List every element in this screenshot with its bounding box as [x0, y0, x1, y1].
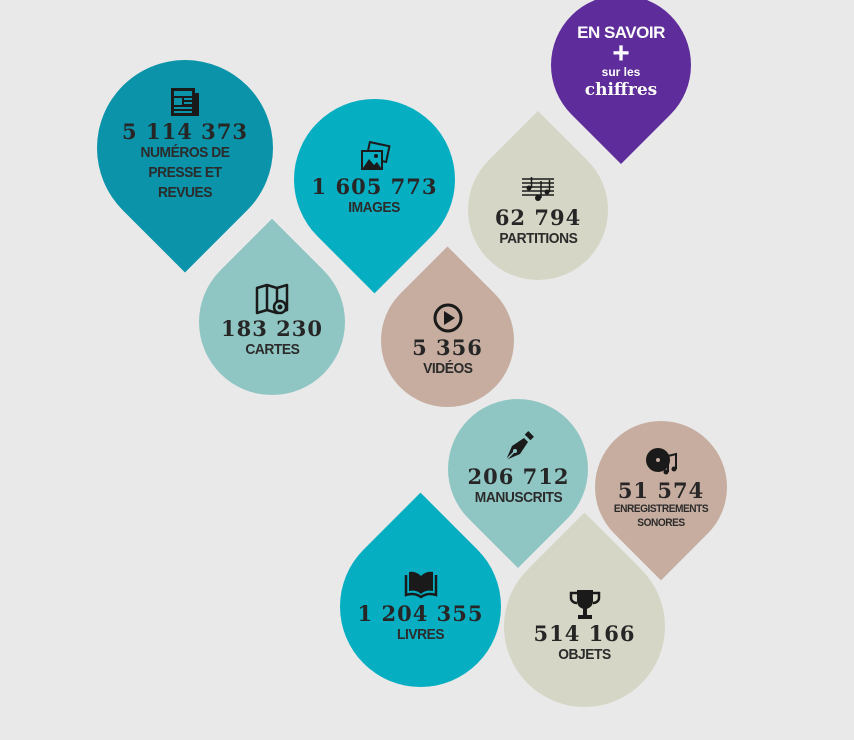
stat-sonores-label: ENREGISTREMENTS SONORES — [613, 502, 709, 530]
plus-icon: + — [612, 37, 630, 70]
stat-cartes-value: 183 230 — [221, 315, 323, 341]
stat-livres-label: LIVRES — [396, 626, 445, 644]
book-icon — [404, 572, 437, 599]
stat-manuscrits[interactable]: 206 712 MANUSCRITS — [419, 370, 617, 568]
trophy-icon — [569, 590, 600, 620]
more-figures-line3: chiffres — [584, 80, 658, 100]
stat-sonores-value: 51 574 — [617, 477, 705, 503]
stat-partitions-value: 62 794 — [494, 205, 582, 231]
newspaper-icon — [171, 87, 199, 116]
stat-images[interactable]: 1 605 773 IMAGES — [260, 65, 489, 294]
stat-partitions-label: PARTITIONS — [499, 230, 577, 248]
stat-partitions[interactable]: 62 794 PARTITIONS — [439, 110, 637, 309]
more-figures-line1: EN SAVOIR — [577, 23, 665, 42]
stat-images-value: 1 605 773 — [311, 173, 438, 199]
stat-cartes[interactable]: 183 230 CARTES — [168, 218, 376, 426]
stat-videos-label: VIDÉOS — [422, 359, 473, 377]
stat-objets-label: OBJETS — [558, 646, 611, 664]
stat-videos-value: 5 356 — [412, 334, 483, 360]
more-figures-link[interactable]: EN SAVOIR + sur les chiffres — [522, 0, 720, 170]
stat-objets[interactable]: 514 166 OBJETS — [470, 512, 699, 740]
stat-livres[interactable]: 1 204 355 LIVRES — [306, 492, 535, 721]
stat-manuscrits-label: MANUSCRITS — [474, 488, 563, 506]
stat-manuscrits-value: 206 712 — [467, 463, 570, 489]
stat-livres-value: 1 204 355 — [357, 601, 484, 627]
stat-videos[interactable]: 5 356 VIDÉOS — [353, 244, 542, 435]
pen-nib-icon — [504, 430, 534, 461]
images-icon — [360, 140, 391, 170]
record-icon — [646, 447, 677, 475]
play-icon — [433, 303, 462, 333]
stat-presse-value: 5 114 373 — [122, 118, 248, 144]
music-score-icon — [522, 177, 554, 202]
map-icon — [255, 283, 289, 315]
stat-images-label: IMAGES — [348, 198, 401, 216]
more-figures-line2: sur les — [601, 65, 641, 79]
stat-sonores[interactable]: 51 574 ENREGISTREMENTS SONORES — [567, 393, 755, 581]
stat-cartes-label: CARTES — [245, 340, 299, 358]
stat-presse-label: NUMÉROS DE PRESSE ET REVUES — [140, 143, 230, 202]
stat-presse[interactable]: 5 114 373 NUMÉROS DE PRESSE ET REVUES — [60, 23, 310, 273]
stat-objets-value: 514 166 — [533, 621, 636, 647]
